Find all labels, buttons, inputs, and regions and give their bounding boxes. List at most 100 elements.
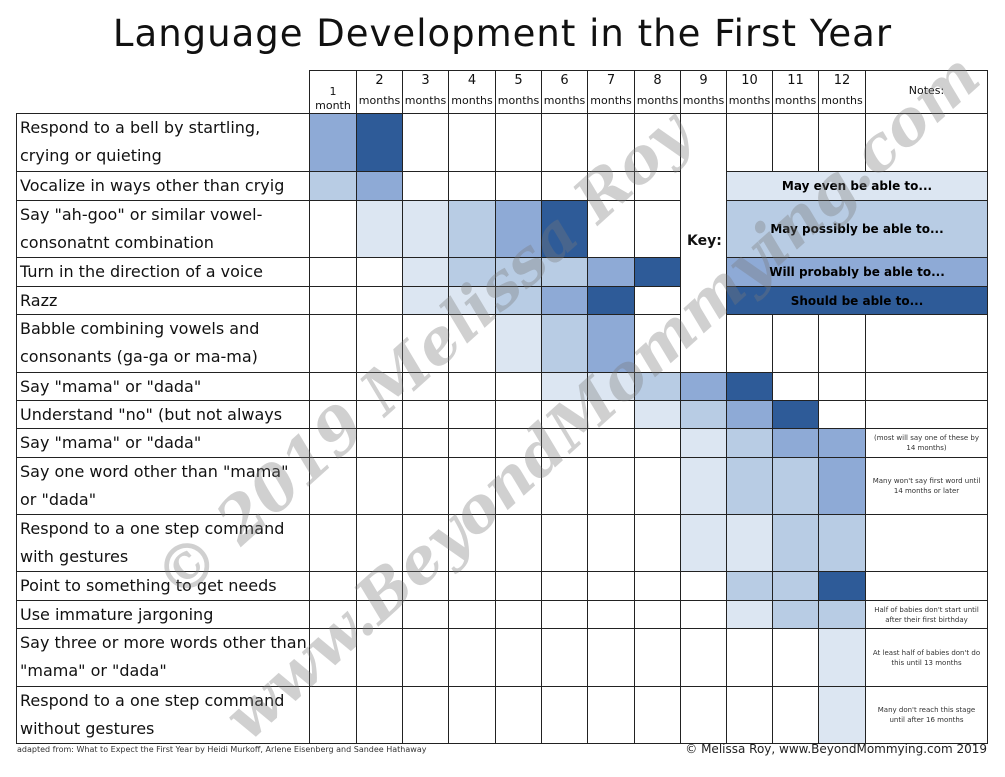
note-cell: Many won't say first word until 14 month…: [865, 457, 988, 515]
level-cell: [495, 113, 542, 172]
milestone-label: Say "ah-goo" or similar vowel-consonatnt…: [16, 200, 310, 258]
month-number: 4: [467, 73, 477, 88]
level-cell: [541, 514, 588, 572]
month-number: 3: [421, 73, 430, 88]
milestone-label: Respond to a bell by startling, crying o…: [16, 113, 310, 172]
level-cell: [726, 600, 773, 629]
level-cell: [356, 257, 403, 287]
level-cell: [634, 686, 681, 744]
month-number: 10: [741, 73, 758, 88]
key-label: Key:: [687, 233, 722, 249]
level-cell: [634, 171, 681, 201]
month-unit: months: [358, 94, 401, 107]
month-unit: months: [636, 94, 679, 107]
level-cell: [634, 428, 681, 458]
level-cell: [587, 514, 635, 572]
level-cell: [356, 286, 403, 315]
level-cell: [634, 314, 681, 373]
level-cell: [541, 628, 588, 687]
level-cell: [634, 628, 681, 687]
month-header: 4 months: [448, 70, 496, 114]
level-cell: [680, 571, 727, 601]
level-cell: [818, 428, 866, 458]
level-cell: [726, 457, 773, 515]
level-cell: [587, 257, 635, 287]
level-cell: [309, 286, 357, 315]
level-cell: [587, 571, 635, 601]
month-header: 8 months: [634, 70, 681, 114]
level-cell: [634, 457, 681, 515]
month-header: 12 months: [818, 70, 866, 114]
level-cell: [495, 171, 542, 201]
level-cell: [495, 571, 542, 601]
level-cell: [818, 372, 866, 401]
month-number: 5: [514, 73, 523, 88]
note-cell: [865, 400, 988, 429]
level-cell: [772, 314, 819, 373]
level-cell: [726, 372, 773, 401]
month-header: 9 months: [680, 70, 727, 114]
level-cell: [680, 457, 727, 515]
level-cell: [356, 113, 403, 172]
level-cell: [772, 428, 819, 458]
level-cell: [402, 171, 449, 201]
level-cell: [818, 600, 866, 629]
month-header: 2 months: [356, 70, 403, 114]
level-cell: [680, 113, 727, 172]
note-cell: [865, 571, 988, 601]
level-cell: [772, 400, 819, 429]
note-cell: At least half of babies don't do this un…: [865, 628, 988, 687]
level-cell: [680, 514, 727, 572]
level-cell: [680, 628, 727, 687]
level-cell: [634, 514, 681, 572]
level-cell: [587, 457, 635, 515]
note-cell: (most will say one of these by 14 months…: [865, 428, 988, 458]
month-number: 9: [699, 73, 708, 88]
milestone-label: Turn in the direction of a voice: [16, 257, 310, 287]
level-cell: [772, 686, 819, 744]
level-cell: [772, 514, 819, 572]
month-unit: months: [497, 94, 540, 107]
level-cell: [634, 200, 681, 258]
level-cell: [495, 372, 542, 401]
source-credit: adapted from: What to Expect the First Y…: [17, 745, 427, 754]
level-cell: [356, 200, 403, 258]
level-cell: [402, 686, 449, 744]
level-cell: [402, 113, 449, 172]
level-cell: [356, 457, 403, 515]
level-cell: [772, 372, 819, 401]
level-cell: [402, 428, 449, 458]
level-cell: [541, 171, 588, 201]
level-cell: [402, 372, 449, 401]
month-unit: months: [404, 94, 447, 107]
level-cell: [448, 171, 496, 201]
month-header: 3 months: [402, 70, 449, 114]
level-cell: [772, 457, 819, 515]
level-cell: [818, 686, 866, 744]
level-cell: [818, 514, 866, 572]
level-cell: [726, 400, 773, 429]
level-cell: [818, 571, 866, 601]
level-cell: [495, 628, 542, 687]
level-cell: [680, 600, 727, 629]
level-cell: [402, 286, 449, 315]
level-cell: [634, 286, 681, 315]
level-cell: [772, 571, 819, 601]
notes-header: Notes:: [865, 70, 988, 114]
level-cell: [634, 571, 681, 601]
level-cell: [309, 400, 357, 429]
milestone-label: Babble combining vowels and consonants (…: [16, 314, 310, 373]
level-cell: [680, 400, 727, 429]
milestone-label: Use immature jargoning: [16, 600, 310, 629]
key-swatch: Should be able to...: [726, 286, 988, 315]
month-number: 12: [833, 73, 851, 88]
level-cell: [309, 514, 357, 572]
milestone-label: Understand "no" (but not always obey): [16, 400, 310, 429]
month-number: 6: [560, 73, 569, 88]
month-unit: 1 month: [315, 85, 351, 112]
level-cell: [818, 628, 866, 687]
level-cell: [541, 200, 588, 258]
level-cell: [680, 428, 727, 458]
level-cell: [772, 628, 819, 687]
level-cell: [587, 286, 635, 315]
